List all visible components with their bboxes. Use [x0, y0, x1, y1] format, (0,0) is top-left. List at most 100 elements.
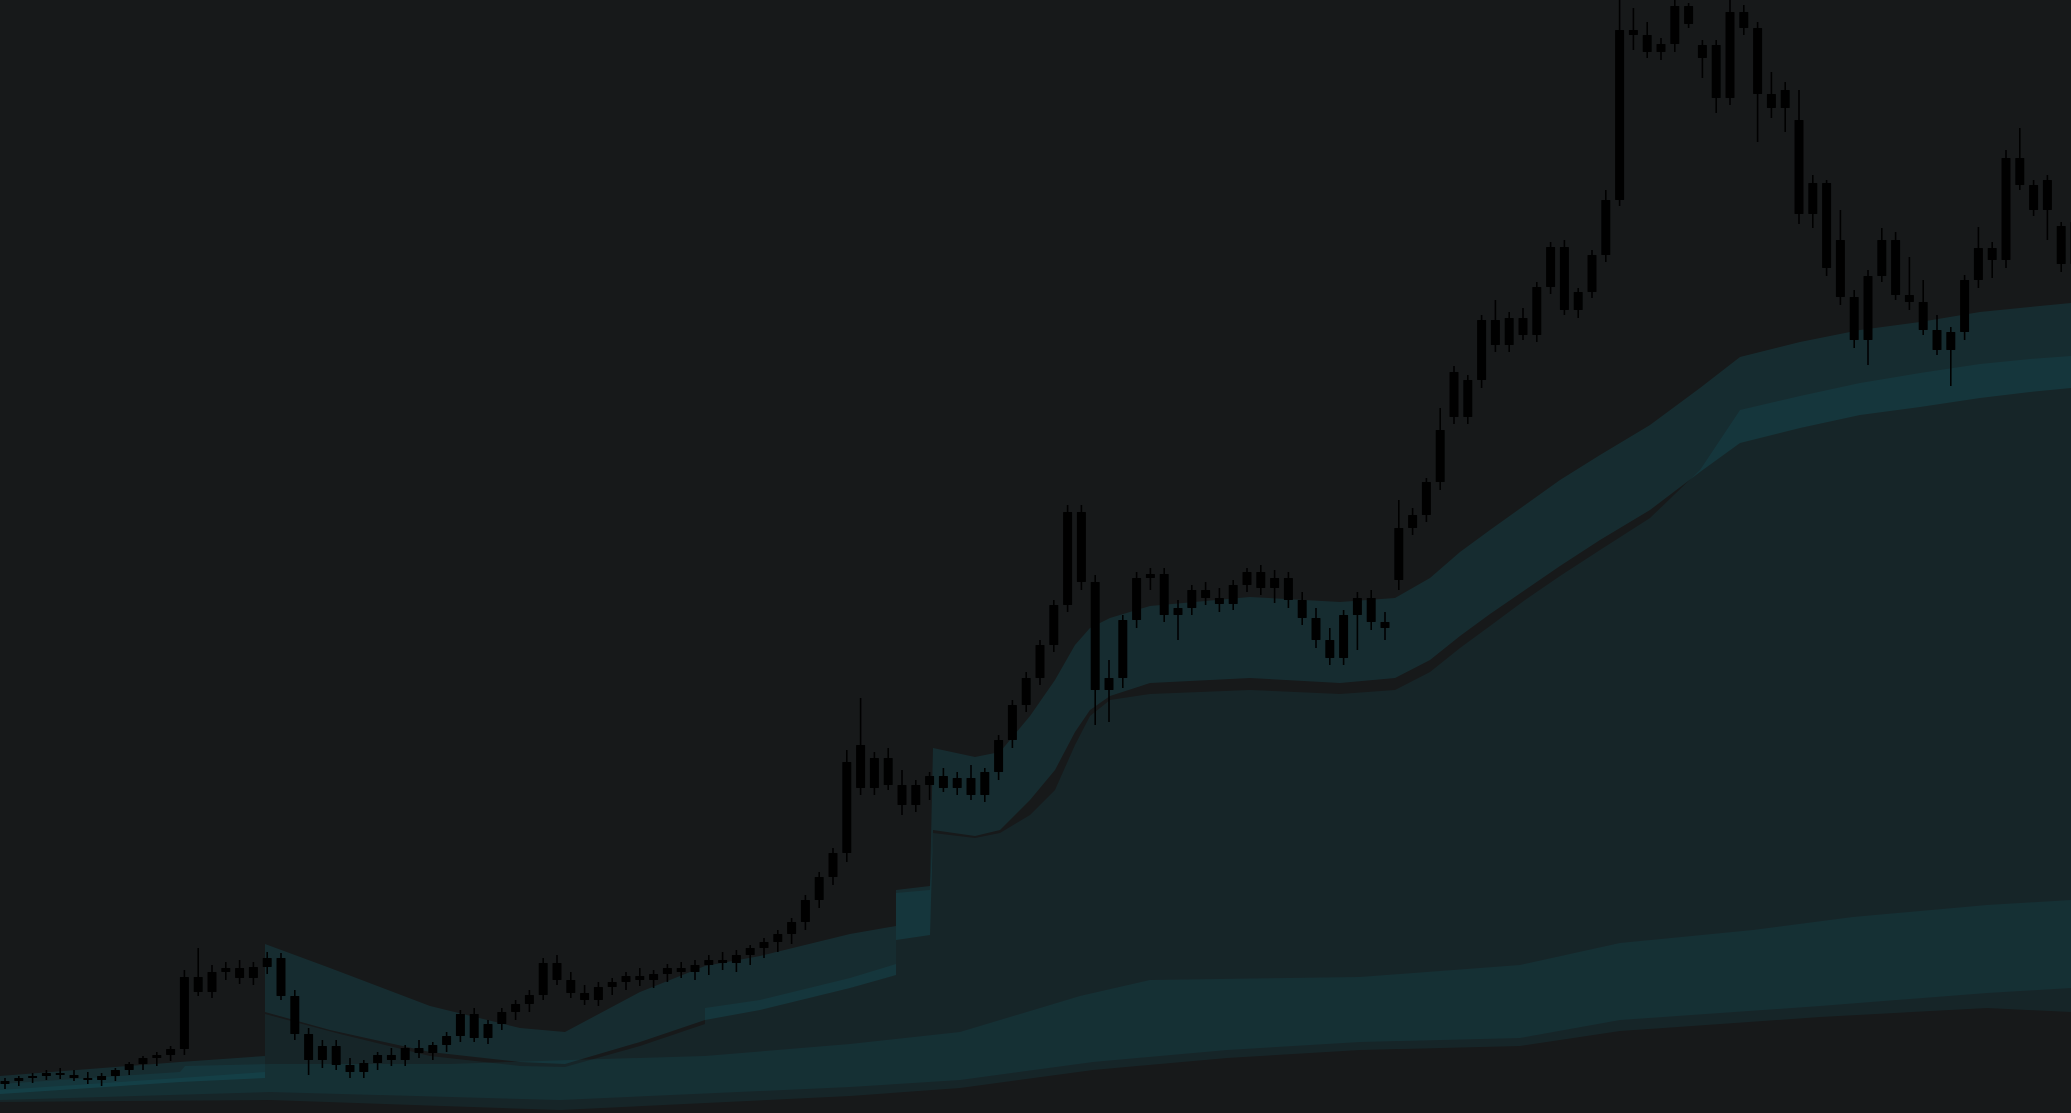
candle-body-up: [179, 977, 189, 1049]
candle-body-down: [1325, 640, 1335, 658]
candle-body-up: [97, 1076, 107, 1080]
candle-body-up: [1697, 45, 1707, 58]
candle-body-up: [400, 1048, 410, 1060]
candle-body-up: [621, 976, 631, 982]
candle-body-down: [1711, 45, 1721, 98]
candle-wick: [1908, 257, 1911, 310]
candle-body-up: [814, 877, 824, 900]
candle-body-up: [41, 1073, 51, 1076]
candle-body-down: [386, 1055, 396, 1060]
candle-body-up: [1228, 585, 1238, 604]
candle-body-down: [1987, 248, 1997, 260]
candle-body-down: [1835, 240, 1845, 297]
candle-body-down: [1449, 372, 1459, 417]
candle-body-up: [1132, 578, 1142, 620]
candle-body-up: [925, 776, 935, 785]
candle-body-up: [2001, 158, 2011, 260]
candle-body-up: [1960, 280, 1970, 332]
candle-body-down: [883, 758, 893, 785]
candle-body-up: [607, 982, 617, 987]
inner-band: [0, 303, 2071, 1094]
candle-body-down: [1849, 297, 1859, 340]
candle-body-up: [662, 968, 672, 974]
candle-body-down: [1684, 6, 1694, 24]
candle-body-up: [207, 972, 217, 992]
candle-body-down: [938, 776, 948, 788]
candle-body-down: [1559, 247, 1569, 310]
candle-body-up: [1007, 705, 1017, 740]
candle-body-up: [483, 1024, 493, 1038]
candle-body-down: [1904, 295, 1914, 302]
candle-body-up: [1546, 247, 1556, 287]
candle-body-up: [690, 965, 700, 972]
candle-body-up: [1421, 482, 1431, 515]
candle-body-down: [1628, 30, 1638, 35]
candle-body-up: [28, 1076, 38, 1078]
candle-body-down: [55, 1073, 65, 1075]
candle-body-down: [276, 958, 286, 996]
candle-body-down: [552, 963, 562, 980]
candle-body-up: [1808, 183, 1818, 214]
candle-body-up: [994, 740, 1004, 772]
candle-body-up: [511, 1004, 521, 1012]
candle-body-up: [787, 922, 797, 934]
candle-wick: [1108, 660, 1110, 722]
candle-body-down: [304, 1034, 314, 1060]
candle-body-down: [1794, 120, 1804, 214]
candle-body-up: [1863, 276, 1873, 340]
candle-body-down: [1297, 600, 1307, 618]
candle-body-up: [138, 1058, 148, 1064]
candle-body-down: [1822, 183, 1832, 268]
candle-wick: [1149, 568, 1152, 590]
candle-body-down: [1932, 330, 1942, 350]
candle-body-up: [759, 942, 769, 948]
candle-body-up: [1145, 574, 1155, 578]
candle-body-up: [745, 948, 755, 955]
candle-body-down: [290, 996, 300, 1034]
candle-body-up: [911, 785, 921, 805]
candle-body-down: [2029, 185, 2039, 210]
candle-body-down: [2015, 158, 2025, 185]
candle-body-down: [1380, 622, 1390, 628]
candle-body-up: [1725, 12, 1735, 98]
candle-body-up: [1587, 255, 1597, 292]
candle-body-up: [704, 960, 714, 965]
candle-body-up: [221, 968, 231, 972]
candle-body-down: [1366, 598, 1376, 622]
candle-body-down: [856, 745, 866, 788]
outer-band: [0, 356, 2071, 1110]
candle-body-up: [1670, 6, 1680, 44]
candle-body-down: [1642, 35, 1652, 52]
candle-body-down: [2056, 226, 2066, 264]
candle-body-down: [1311, 618, 1321, 640]
candle-body-up: [1021, 678, 1031, 705]
candle-body-up: [731, 955, 741, 963]
candle-body-up: [1118, 620, 1128, 678]
candle-body-down: [469, 1014, 479, 1038]
candle-body-up: [1463, 380, 1473, 417]
candle-wick: [1177, 600, 1179, 640]
candle-body-up: [1408, 515, 1418, 528]
candle-body-down: [1201, 590, 1211, 598]
candle-body-up: [497, 1012, 507, 1024]
candle-body-up: [1173, 608, 1183, 615]
candle-body-up: [317, 1046, 327, 1060]
candle-wick: [1632, 8, 1635, 50]
candle-body-up: [1615, 30, 1625, 200]
indicator-band-layer: [0, 303, 2071, 1110]
candle-body-up: [1049, 605, 1059, 645]
candle-wick: [1701, 40, 1704, 78]
candle-body-up: [166, 1049, 176, 1055]
candle-body-up: [359, 1063, 369, 1072]
candle-body-down: [1918, 302, 1928, 330]
candle-body-up: [248, 967, 258, 978]
candlestick-series: [0, 0, 2071, 1089]
candle-body-down: [1518, 318, 1528, 335]
candle-body-up: [1187, 590, 1197, 608]
candle-body-up: [1656, 44, 1666, 52]
candle-wick: [1950, 327, 1952, 386]
candle-wick: [197, 948, 199, 996]
